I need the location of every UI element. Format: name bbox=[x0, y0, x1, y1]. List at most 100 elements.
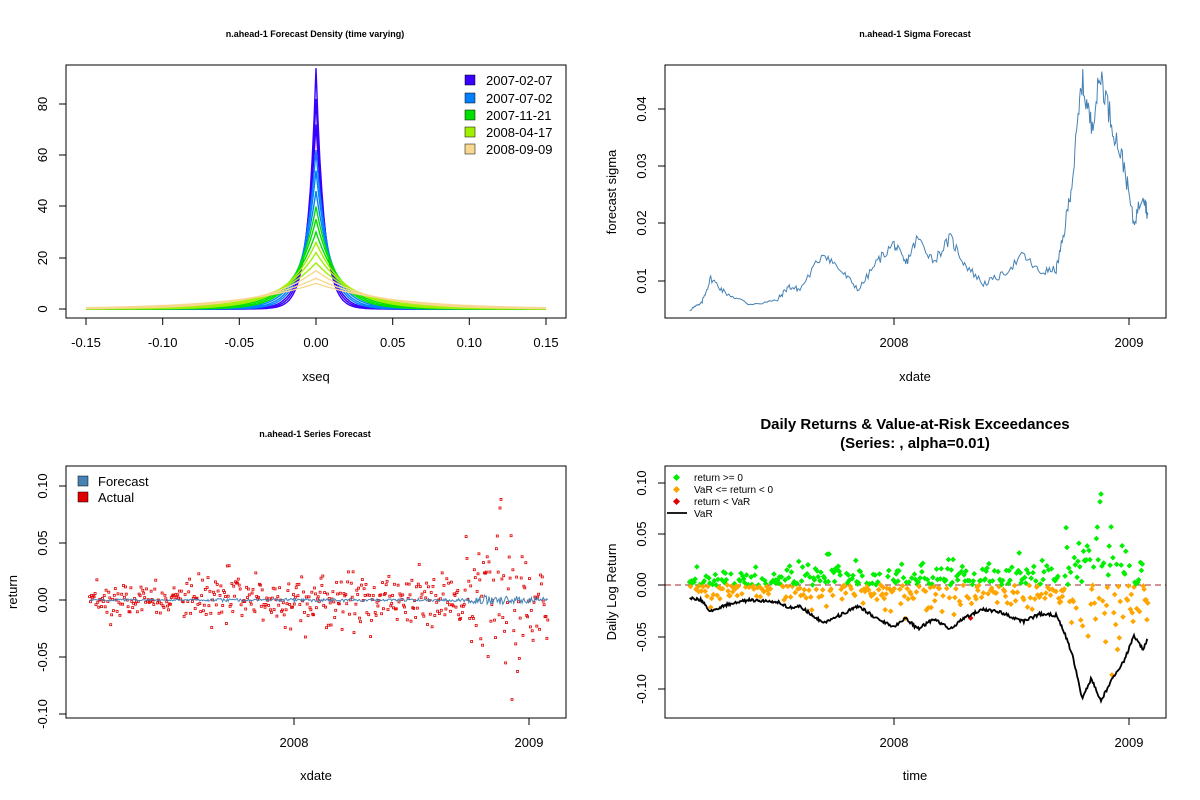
return-point bbox=[722, 570, 729, 577]
actual-point bbox=[478, 578, 482, 582]
return-point bbox=[1043, 590, 1049, 596]
var-subtitle: (Series: , alpha=0.01) bbox=[840, 435, 990, 452]
actual-point bbox=[129, 586, 133, 590]
return-point bbox=[1017, 569, 1024, 576]
actual-point bbox=[224, 622, 228, 625]
actual-point bbox=[486, 655, 490, 658]
series-x-tick: 2008 bbox=[280, 735, 309, 750]
legend-swatch bbox=[464, 74, 476, 86]
return-point bbox=[1068, 619, 1075, 626]
return-point bbox=[1097, 498, 1103, 505]
return-point bbox=[825, 578, 832, 585]
actual-point bbox=[444, 607, 448, 611]
return-point bbox=[874, 579, 881, 585]
return-point bbox=[897, 600, 904, 607]
actual-point bbox=[304, 595, 308, 599]
density-y-tick: 0 bbox=[35, 305, 50, 312]
actual-point bbox=[140, 608, 144, 612]
return-point bbox=[1098, 491, 1104, 497]
return-point bbox=[717, 595, 723, 602]
return-point bbox=[739, 590, 745, 597]
return-point bbox=[881, 595, 888, 602]
actual-point bbox=[179, 589, 183, 593]
actual-point bbox=[153, 587, 157, 591]
return-point bbox=[1076, 540, 1082, 547]
actual-point bbox=[430, 625, 434, 629]
return-point bbox=[1032, 578, 1039, 584]
return-point bbox=[795, 558, 802, 565]
actual-point bbox=[212, 590, 215, 594]
return-point bbox=[1030, 569, 1036, 576]
actual-point bbox=[537, 592, 540, 596]
actual-point bbox=[138, 594, 142, 598]
actual-point bbox=[95, 578, 99, 582]
actual-point bbox=[201, 609, 205, 613]
var-y-tick: 0.05 bbox=[634, 521, 649, 546]
legend-label-neg: VaR <= return < 0 bbox=[694, 485, 773, 496]
return-point bbox=[946, 594, 953, 601]
return-point bbox=[963, 568, 969, 574]
actual-point bbox=[446, 601, 450, 604]
return-point bbox=[780, 583, 787, 590]
actual-point bbox=[288, 603, 292, 606]
actual-point bbox=[269, 608, 272, 612]
actual-point bbox=[201, 578, 204, 582]
density-x-tick: 0.15 bbox=[533, 335, 558, 350]
actual-point bbox=[198, 602, 202, 605]
return-point bbox=[826, 551, 832, 557]
actual-point bbox=[188, 577, 192, 581]
legend-label-forecast: Forecast bbox=[98, 474, 149, 489]
density-y-tick: 80 bbox=[35, 97, 50, 111]
actual-point bbox=[364, 583, 368, 586]
actual-point bbox=[217, 611, 221, 615]
actual-point bbox=[344, 593, 348, 596]
var-y-label: Daily Log Return bbox=[604, 544, 619, 641]
actual-point bbox=[389, 604, 393, 608]
return-point bbox=[1091, 600, 1098, 606]
actual-point bbox=[515, 575, 518, 579]
actual-point bbox=[350, 595, 354, 599]
legend-label: 2007-11-21 bbox=[486, 108, 552, 123]
actual-point bbox=[254, 571, 258, 575]
return-point bbox=[1041, 568, 1047, 575]
return-point bbox=[916, 583, 922, 590]
actual-point bbox=[408, 593, 412, 597]
actual-point bbox=[376, 604, 380, 608]
return-point bbox=[811, 577, 818, 583]
sigma-y-axis: 0.01 0.02 0.03 0.04 bbox=[634, 96, 666, 294]
actual-point bbox=[367, 613, 371, 617]
series-y-tick: 0.00 bbox=[35, 587, 50, 612]
actual-point bbox=[285, 602, 289, 606]
return-point bbox=[1010, 589, 1017, 596]
return-point bbox=[715, 576, 721, 583]
actual-point bbox=[259, 604, 263, 608]
return-point bbox=[1089, 582, 1096, 589]
actual-point bbox=[115, 610, 119, 613]
actual-point bbox=[309, 608, 313, 612]
var-series-line bbox=[689, 595, 1149, 704]
return-point bbox=[1053, 588, 1059, 595]
return-point bbox=[1135, 576, 1142, 583]
return-point bbox=[1007, 577, 1013, 584]
actual-point bbox=[299, 619, 303, 623]
actual-point bbox=[320, 584, 324, 587]
actual-point bbox=[257, 596, 260, 599]
actual-point bbox=[520, 555, 524, 559]
series-y-tick: 0.10 bbox=[35, 473, 50, 498]
return-point bbox=[852, 557, 859, 564]
actual-point bbox=[215, 583, 219, 586]
var-return-points bbox=[686, 491, 1151, 678]
density-x-tick: 0.00 bbox=[303, 335, 328, 350]
actual-point bbox=[325, 592, 329, 596]
return-point bbox=[959, 563, 966, 570]
actual-point bbox=[365, 611, 369, 615]
actual-point bbox=[354, 602, 358, 606]
actual-point bbox=[261, 618, 265, 622]
return-point bbox=[1078, 578, 1085, 585]
actual-point bbox=[135, 610, 139, 614]
actual-point bbox=[356, 593, 360, 596]
actual-point bbox=[479, 637, 483, 641]
legend-marker-pos bbox=[672, 473, 681, 482]
actual-point bbox=[207, 604, 211, 608]
